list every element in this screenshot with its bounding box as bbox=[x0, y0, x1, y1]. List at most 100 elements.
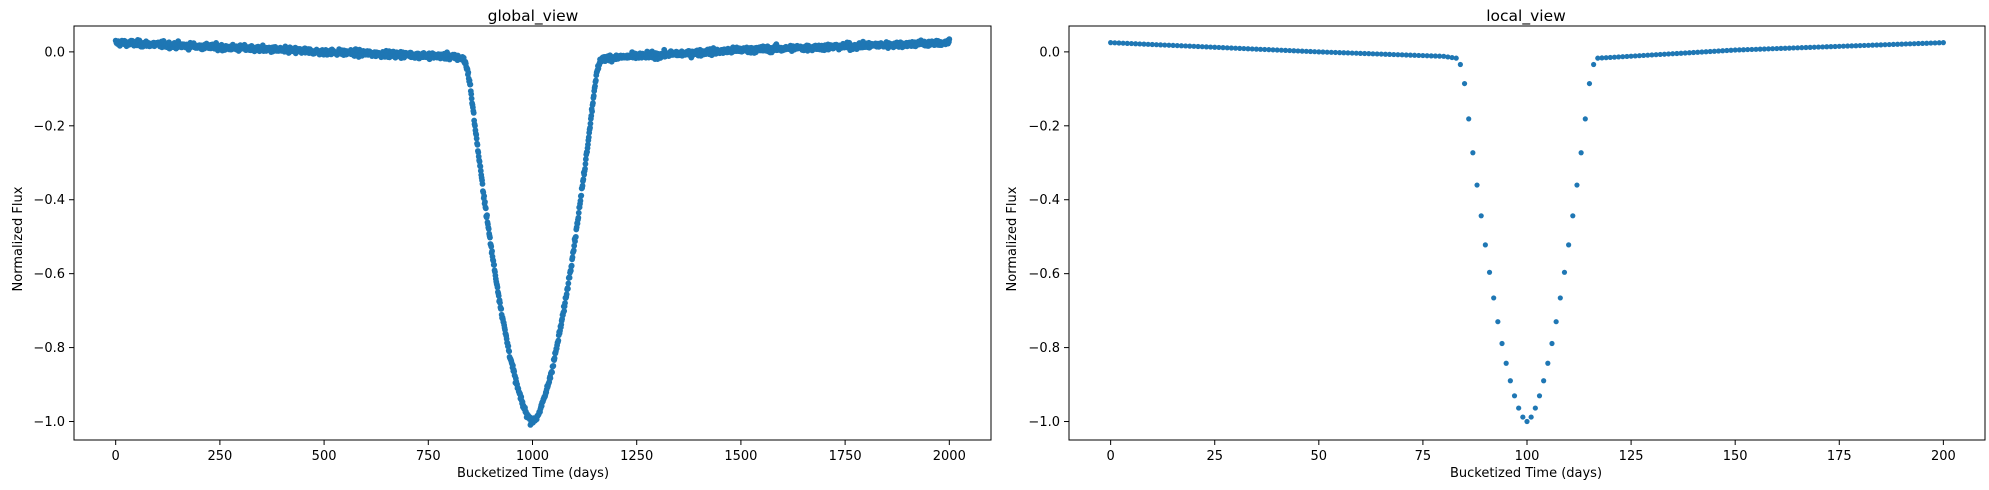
y-tick-label: −0.8 bbox=[1028, 341, 1060, 356]
data-point bbox=[1932, 40, 1938, 46]
y-tick-label: −0.6 bbox=[33, 267, 65, 282]
data-point bbox=[498, 306, 505, 312]
data-point bbox=[1686, 50, 1692, 56]
data-point bbox=[1482, 242, 1488, 248]
data-point bbox=[1174, 42, 1180, 49]
data-point bbox=[1407, 52, 1414, 58]
data-point bbox=[474, 141, 481, 148]
y-tick-label: −1.0 bbox=[33, 415, 65, 430]
y-tick-label: −0.4 bbox=[1028, 193, 1060, 208]
data-point bbox=[1653, 52, 1659, 58]
x-tick-label: 2000 bbox=[933, 449, 966, 464]
plot-frame bbox=[1068, 25, 1986, 441]
x-ticks: 0 25 50 75 100 125 150 175 200 bbox=[1106, 440, 1956, 464]
data-point bbox=[590, 92, 597, 99]
data-point bbox=[510, 362, 516, 369]
data-point bbox=[1270, 47, 1276, 53]
data-point bbox=[1511, 393, 1518, 399]
data-point bbox=[578, 192, 585, 199]
data-point bbox=[1670, 51, 1676, 57]
y-tick-label: −0.2 bbox=[33, 119, 65, 134]
x-tick-label: 100 bbox=[1515, 449, 1540, 464]
data-point bbox=[1366, 51, 1372, 57]
data-point bbox=[1757, 46, 1763, 52]
data-point bbox=[1124, 40, 1130, 46]
data-point bbox=[1711, 48, 1717, 54]
data-point bbox=[1170, 42, 1176, 49]
data-point bbox=[1890, 41, 1896, 48]
data-point bbox=[1624, 53, 1630, 60]
data-point bbox=[1428, 53, 1434, 59]
data-point bbox=[1553, 319, 1559, 325]
data-point bbox=[1112, 40, 1118, 46]
y-tick-label: −0.6 bbox=[1028, 267, 1060, 282]
data-point bbox=[561, 308, 568, 314]
data-point bbox=[1620, 54, 1626, 60]
data-point bbox=[1257, 46, 1264, 52]
data-point bbox=[1832, 43, 1838, 50]
data-point bbox=[1299, 48, 1305, 54]
data-point bbox=[1158, 42, 1164, 48]
data-point bbox=[1195, 43, 1201, 50]
data-point bbox=[481, 193, 488, 200]
data-point bbox=[1815, 44, 1822, 50]
data-point bbox=[1811, 44, 1817, 50]
data-point bbox=[1166, 42, 1172, 48]
data-point bbox=[1616, 54, 1622, 60]
data-point bbox=[1703, 49, 1709, 55]
data-point bbox=[1507, 378, 1513, 384]
data-point bbox=[1353, 50, 1359, 56]
data-point bbox=[482, 198, 488, 205]
data-point bbox=[484, 212, 490, 219]
chart-global-view: global_view Bucketized Time (days) Norma… bbox=[11, 7, 992, 481]
data-point bbox=[1699, 49, 1705, 55]
data-point bbox=[588, 112, 595, 119]
data-point bbox=[1178, 43, 1185, 49]
data-point bbox=[1341, 50, 1347, 56]
data-point bbox=[1432, 53, 1438, 59]
data-point bbox=[1295, 48, 1301, 54]
data-point bbox=[555, 337, 562, 344]
data-point bbox=[1253, 46, 1259, 52]
x-tick-label: 200 bbox=[1931, 449, 1956, 464]
data-point bbox=[473, 135, 480, 142]
data-point bbox=[1915, 40, 1921, 47]
x-tick-label: 1000 bbox=[516, 449, 549, 464]
data-point bbox=[1566, 242, 1572, 248]
data-point bbox=[551, 355, 558, 362]
data-point bbox=[1199, 44, 1205, 50]
data-point bbox=[592, 77, 599, 84]
data-point bbox=[1457, 61, 1463, 68]
data-point bbox=[1337, 50, 1343, 56]
data-point bbox=[1936, 40, 1942, 46]
data-point bbox=[590, 100, 596, 106]
data-point bbox=[1153, 42, 1160, 48]
data-point bbox=[1503, 360, 1509, 366]
data-point bbox=[549, 369, 555, 376]
data-point bbox=[470, 110, 477, 116]
data-points bbox=[112, 36, 953, 428]
data-point bbox=[582, 161, 589, 167]
data-point bbox=[1607, 54, 1613, 61]
data-point bbox=[1740, 47, 1747, 53]
data-point bbox=[1349, 50, 1355, 56]
data-point bbox=[1720, 48, 1726, 54]
data-point bbox=[1241, 45, 1247, 52]
data-point bbox=[1611, 54, 1618, 60]
data-point bbox=[1682, 50, 1688, 56]
data-point bbox=[569, 254, 576, 261]
x-axis-label: Bucketized Time (days) bbox=[457, 466, 609, 481]
x-tick-label: 1500 bbox=[724, 449, 757, 464]
data-point bbox=[1461, 80, 1468, 87]
x-tick-label: 0 bbox=[112, 449, 120, 464]
data-point bbox=[1649, 52, 1655, 58]
data-point bbox=[482, 205, 489, 212]
data-point bbox=[550, 362, 557, 369]
data-point bbox=[1453, 55, 1459, 61]
data-point bbox=[1557, 295, 1563, 301]
data-point bbox=[1316, 49, 1322, 55]
data-point bbox=[1836, 43, 1842, 49]
data-point bbox=[1786, 45, 1792, 51]
data-point bbox=[1695, 49, 1701, 55]
data-point bbox=[495, 292, 502, 299]
